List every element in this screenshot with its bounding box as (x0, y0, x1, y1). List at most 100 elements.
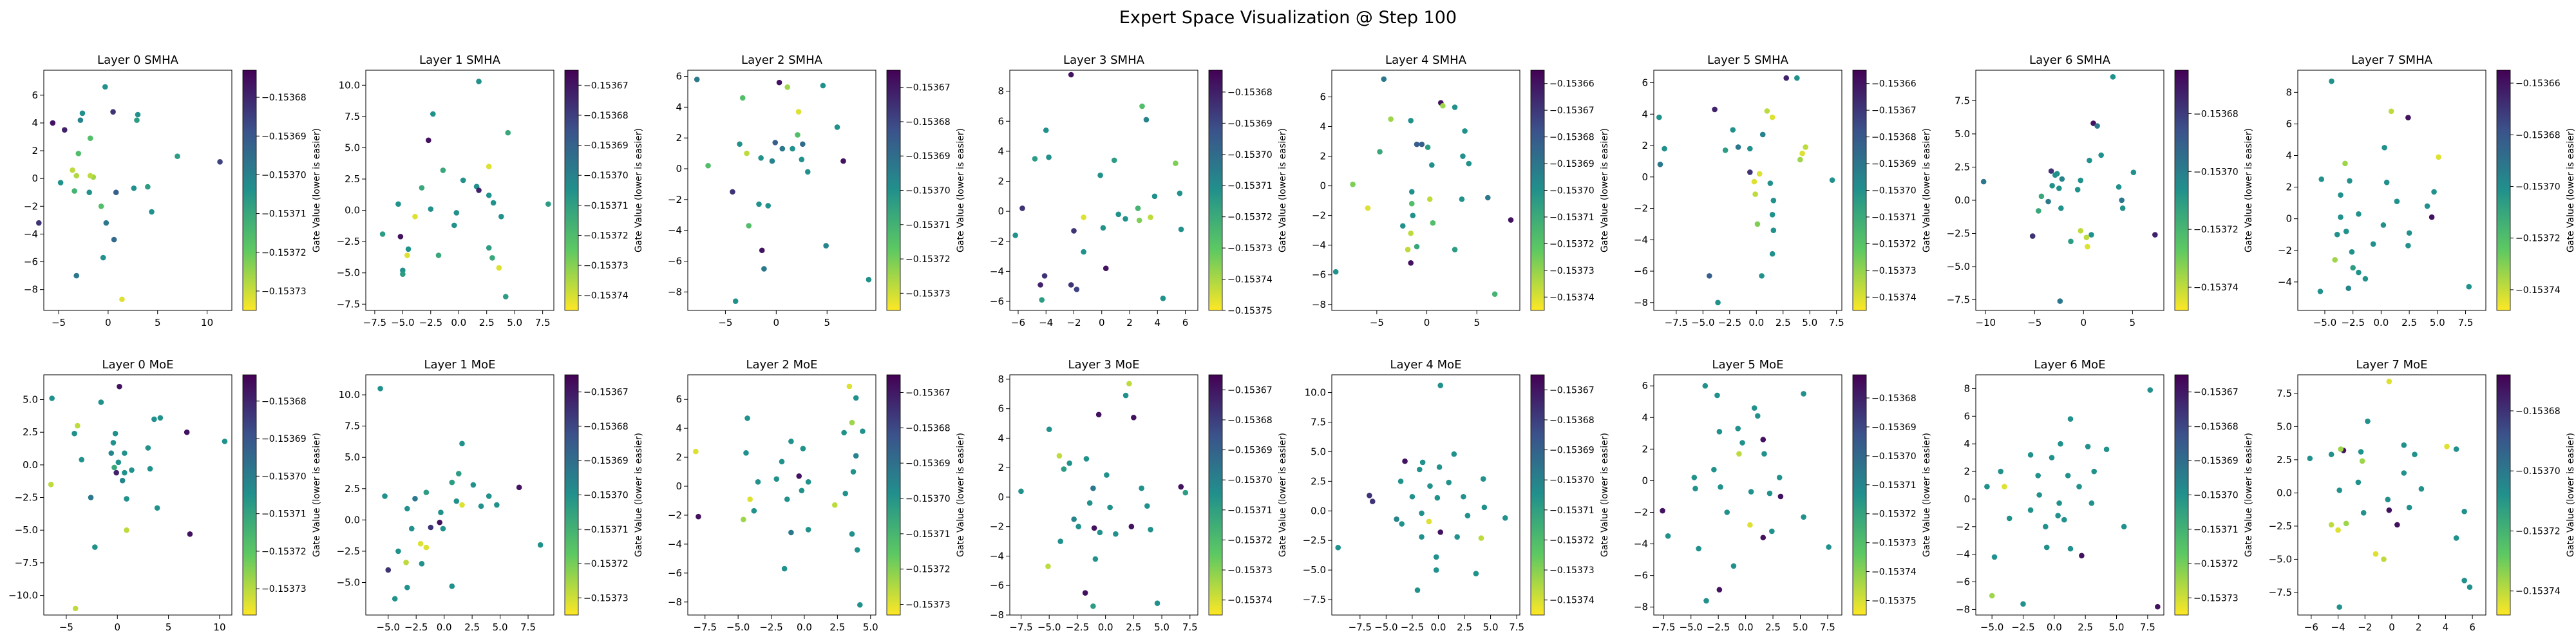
data-point (1148, 214, 1153, 220)
x-tick-label: 0.0 (797, 621, 812, 633)
data-point (2155, 603, 2161, 610)
data-point (1724, 509, 1730, 515)
colorbar-tick-label: −0.15369 (1549, 446, 1595, 456)
colorbar-tick-label: −0.15367 (2193, 388, 2239, 398)
data-point (71, 188, 77, 194)
y-tick-label: −7.5 (15, 557, 38, 569)
x-tick-label: 7.5 (535, 317, 551, 328)
data-point (2329, 78, 2334, 84)
colorbar-tick-label: −0.15374 (583, 291, 629, 301)
data-point (2119, 205, 2126, 211)
subplot-title: Layer 3 MoE (1068, 358, 1140, 372)
x-tick-label: 5 (166, 621, 172, 633)
data-point (379, 231, 386, 237)
data-point (87, 173, 93, 179)
data-point (111, 464, 117, 471)
colorbar-tick-label: −0.15369 (1227, 446, 1273, 456)
colorbar-tick-label: −0.15367 (1227, 385, 1273, 395)
data-point (1427, 483, 1433, 489)
colorbar-label: Gate Value (lower is easier) (1278, 128, 1288, 252)
y-tick-label: −8 (1634, 297, 1648, 308)
data-point (1459, 196, 1465, 202)
x-tick-label: −5 (52, 317, 66, 328)
data-point (2343, 229, 2349, 234)
y-tick-label: 2.5 (345, 483, 360, 495)
x-tick-label: 5.0 (493, 621, 508, 633)
data-point (1715, 299, 1721, 306)
colorbar-tick-label: −0.15366 (1871, 79, 1917, 90)
x-tick-label: 5 (2130, 317, 2136, 328)
x-tick-label: 0 (1099, 317, 1105, 328)
data-point (1761, 451, 1767, 457)
data-point (1143, 117, 1150, 123)
x-tick-label: −2.5 (419, 317, 442, 328)
subplot-title: Layer 4 MoE (1390, 358, 1462, 372)
data-point (1801, 514, 1806, 520)
data-point (1797, 156, 1803, 163)
y-tick-label: −2.5 (337, 545, 360, 557)
x-tick-label: −7.5 (1652, 621, 1675, 633)
data-point (1464, 513, 1471, 518)
colorbar-tick-label: −0.15374 (2193, 283, 2239, 293)
data-point (1998, 468, 2003, 475)
data-point (2372, 551, 2379, 557)
data-point (2356, 269, 2362, 276)
data-point (1092, 556, 1099, 562)
y-tick-label: 7.5 (345, 421, 360, 432)
colorbar (1208, 70, 1223, 311)
y-tick-label: −7.5 (1947, 294, 1970, 306)
data-point (86, 189, 92, 196)
data-point (1039, 297, 1045, 303)
x-tick-label: −5.0 (391, 317, 414, 328)
data-point (494, 502, 500, 508)
x-tick-label: −4 (1039, 317, 1053, 328)
y-tick-label: 7.5 (1311, 416, 1326, 428)
data-point (1735, 426, 1741, 431)
data-point (486, 245, 492, 251)
data-point (1043, 127, 1049, 133)
colorbar (564, 70, 579, 311)
data-point (2056, 185, 2062, 191)
data-point (134, 117, 140, 123)
data-point (840, 158, 846, 164)
colorbar-tick-label: −0.15371 (1871, 213, 1917, 223)
colorbar-label: Gate Value (lower is easier) (634, 128, 644, 252)
colorbar-tick-label: −0.15374 (2515, 587, 2561, 597)
data-point (1425, 144, 1431, 151)
data-point (72, 605, 79, 612)
data-point (730, 189, 735, 195)
data-point (1706, 273, 1712, 279)
subplot-12: Layer 4 MoE−7.5 −5.0 −2.5 0.0 2.5 5.0 7.5−7.5−… (1303, 358, 1610, 633)
plot-frame (2297, 374, 2486, 616)
data-point (2461, 578, 2467, 583)
data-point (1767, 180, 1774, 186)
data-point (2056, 500, 2062, 506)
data-point (1718, 484, 1723, 490)
data-point (2317, 289, 2324, 294)
data-point (1066, 460, 1072, 466)
data-point (772, 140, 779, 146)
data-point (1769, 114, 1776, 120)
y-tick-label: −2.5 (337, 236, 360, 247)
x-tick-label: −5.0 (726, 621, 750, 633)
x-tick-label: 7.5 (2140, 621, 2155, 633)
data-point (1430, 220, 1436, 226)
colorbar-tick-label: −0.15368 (1549, 133, 1595, 143)
data-point (784, 84, 790, 90)
colorbar-tick-label: −0.15370 (2193, 167, 2239, 177)
colorbar-tick-label: −0.15371 (583, 201, 629, 211)
data-point (486, 493, 492, 499)
data-point (1656, 114, 1662, 120)
data-point (2152, 232, 2158, 238)
colorbar-tick-label: −0.15372 (1227, 213, 1273, 223)
colorbar-tick-label: −0.15372 (2193, 559, 2239, 569)
data-point (1410, 213, 1416, 218)
y-tick-label: 6 (1964, 410, 1970, 422)
data-point (2103, 446, 2110, 453)
data-point (694, 77, 700, 82)
colorbar-tick-label: −0.15374 (1549, 596, 1595, 606)
y-tick-label: −4 (1312, 240, 1326, 251)
data-point (113, 469, 119, 476)
data-point (2334, 231, 2340, 238)
y-tick-label: 0 (998, 205, 1004, 217)
